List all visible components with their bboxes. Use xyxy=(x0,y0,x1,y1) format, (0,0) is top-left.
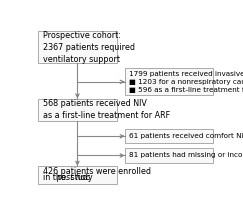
Text: in the: in the xyxy=(43,173,68,182)
Text: post hoc: post hoc xyxy=(56,173,90,182)
FancyBboxPatch shape xyxy=(38,31,117,63)
Text: study: study xyxy=(68,173,93,182)
Text: 81 patients had missing or incomplete data: 81 patients had missing or incomplete da… xyxy=(129,152,243,158)
FancyBboxPatch shape xyxy=(124,129,213,144)
FancyBboxPatch shape xyxy=(124,148,213,163)
FancyBboxPatch shape xyxy=(124,68,213,95)
FancyBboxPatch shape xyxy=(38,166,117,183)
Text: Prospective cohort:
2367 patients required
ventilatory support: Prospective cohort: 2367 patients requir… xyxy=(43,31,135,64)
Text: 1799 patients received invasive MV
■ 1203 for a nonrespiratory cause
■ 596 as a : 1799 patients received invasive MV ■ 120… xyxy=(129,71,243,93)
Text: 426 patients were enrolled: 426 patients were enrolled xyxy=(43,167,151,176)
FancyBboxPatch shape xyxy=(38,99,117,121)
Text: 568 patients received NIV
as a first-line treatment for ARF: 568 patients received NIV as a first-lin… xyxy=(43,99,170,120)
Text: 61 patients received comfort NIV: 61 patients received comfort NIV xyxy=(129,133,243,139)
